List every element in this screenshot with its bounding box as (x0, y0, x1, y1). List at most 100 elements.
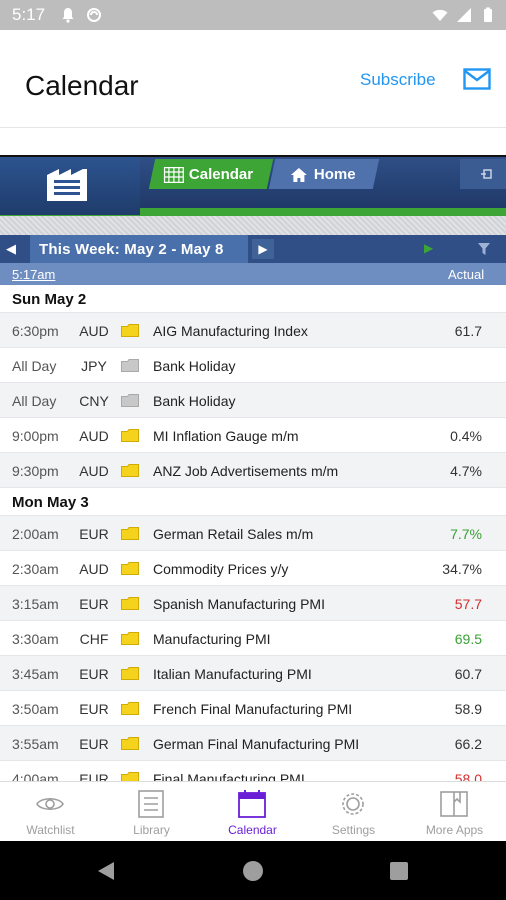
event-currency: CHF (79, 631, 109, 647)
impact-folder-icon[interactable] (121, 667, 139, 680)
event-name[interactable]: Spanish Manufacturing PMI (153, 596, 325, 612)
event-row[interactable]: 2:30am AUD Commodity Prices y/y 34.7% (0, 551, 506, 586)
holiday-folder-icon[interactable] (121, 359, 139, 372)
nav-library[interactable]: Library (101, 782, 202, 842)
nav-calendar[interactable]: Calendar (202, 782, 303, 842)
filter-icon[interactable] (478, 243, 490, 255)
event-row[interactable]: 9:00pm AUD MI Inflation Gauge m/m 0.4% (0, 418, 506, 453)
nav-more-apps[interactable]: More Apps (404, 782, 505, 842)
impact-folder-icon[interactable] (121, 737, 139, 750)
status-time: 5:17 (12, 5, 46, 24)
tab-calendar[interactable]: Calendar (148, 159, 274, 189)
nav-label: More Apps (425, 823, 484, 837)
home-circle-icon[interactable] (243, 861, 263, 881)
event-currency: AUD (79, 561, 109, 577)
event-time: All Day (12, 393, 57, 409)
play-icon[interactable]: ▶ (424, 241, 434, 255)
holiday-folder-icon[interactable] (121, 394, 139, 407)
event-name[interactable]: German Final Manufacturing PMI (153, 736, 360, 752)
time-header-bar: 5:17am Actual (0, 263, 506, 285)
nav-settings[interactable]: Settings (303, 782, 404, 842)
event-row[interactable]: 3:15am EUR Spanish Manufacturing PMI 57.7 (0, 586, 506, 621)
event-row[interactable]: All Day JPY Bank Holiday (0, 348, 506, 383)
event-actual: 61.7 (454, 323, 482, 339)
event-actual: 66.2 (454, 736, 482, 752)
collapse-tab[interactable] (460, 159, 506, 189)
current-time-link[interactable]: 5:17am (12, 267, 56, 282)
event-time: 2:30am (12, 561, 59, 577)
nav-label: Calendar (228, 823, 277, 837)
event-actual: 58.9 (454, 701, 482, 717)
tab-calendar-label: Calendar (188, 166, 254, 183)
sync-icon (87, 8, 101, 22)
event-actual: 69.5 (454, 631, 482, 647)
impact-folder-icon[interactable] (121, 597, 139, 610)
impact-folder-icon[interactable] (121, 702, 139, 715)
bottom-navigation: Watchlist Library Calendar Settings More… (0, 781, 506, 841)
event-name[interactable]: Bank Holiday (153, 358, 236, 374)
mail-icon[interactable] (463, 68, 491, 90)
impact-folder-icon[interactable] (121, 464, 139, 477)
event-name[interactable]: Final Manufacturing PMI (153, 771, 305, 781)
tab-home[interactable]: Home (268, 159, 380, 189)
event-name[interactable]: Italian Manufacturing PMI (153, 666, 312, 682)
event-time: 4:00am (12, 771, 59, 781)
list-icon (138, 790, 164, 818)
nav-watchlist[interactable]: Watchlist (0, 782, 101, 842)
event-time: 2:00am (12, 526, 59, 542)
event-time: 3:55am (12, 736, 59, 752)
event-time: 9:00pm (12, 428, 59, 444)
week-navigation: ◀ This Week: May 2 - May 8 ▶ ▶ (0, 235, 506, 263)
week-label[interactable]: This Week: May 2 - May 8 (30, 235, 248, 263)
event-row[interactable]: 3:50am EUR French Final Manufacturing PMI 5… (0, 691, 506, 726)
event-row[interactable]: 3:30am CHF Manufacturing PMI 69.5 (0, 621, 506, 656)
impact-folder-icon[interactable] (121, 527, 139, 540)
event-name[interactable]: German Retail Sales m/m (153, 526, 314, 542)
event-time: 3:50am (12, 701, 59, 717)
next-week-icon[interactable]: ▶ (252, 239, 274, 259)
event-name[interactable]: MI Inflation Gauge m/m (153, 428, 299, 444)
event-row[interactable]: 4:00am EUR Final Manufacturing PMI 58.0 (0, 761, 506, 781)
event-name[interactable]: Commodity Prices y/y (153, 561, 289, 577)
battery-icon (484, 7, 492, 22)
page-title: Calendar (25, 70, 139, 101)
event-row[interactable]: 6:30pm AUD AIG Manufacturing Index 61.7 (0, 313, 506, 348)
calendar-webview: Calendar Home ◀ This Week: May 2 - May 8… (0, 155, 506, 781)
calendar-icon (238, 790, 266, 818)
eye-icon (36, 797, 64, 811)
app-bar: Calendar Subscribe (0, 30, 506, 128)
impact-folder-icon[interactable] (121, 324, 139, 337)
event-name[interactable]: Manufacturing PMI (153, 631, 271, 647)
site-logo[interactable] (0, 157, 140, 215)
impact-folder-icon[interactable] (121, 562, 139, 575)
event-currency: CNY (79, 393, 109, 409)
calendar-grid-icon (163, 166, 184, 183)
event-row[interactable]: All Day CNY Bank Holiday (0, 383, 506, 418)
impact-folder-icon[interactable] (121, 429, 139, 442)
event-actual: 4.7% (450, 463, 482, 479)
prev-week-icon[interactable]: ◀ (6, 241, 16, 256)
event-time: 3:15am (12, 596, 59, 612)
event-row[interactable]: 2:00am EUR German Retail Sales m/m 7.7% (0, 516, 506, 551)
subscribe-button[interactable]: Subscribe (360, 70, 436, 89)
back-triangle-icon[interactable] (97, 861, 115, 881)
status-bar: 5:17 (0, 0, 506, 30)
recents-square-icon[interactable] (390, 862, 408, 880)
event-row[interactable]: 9:30pm AUD ANZ Job Advertisements m/m 4.7% (0, 453, 506, 488)
impact-folder-icon[interactable] (121, 632, 139, 645)
signal-icon (457, 8, 471, 22)
event-row[interactable]: 3:45am EUR Italian Manufacturing PMI 60.7 (0, 656, 506, 691)
event-name[interactable]: Bank Holiday (153, 393, 236, 409)
event-name[interactable]: French Final Manufacturing PMI (153, 701, 353, 717)
event-name[interactable]: ANZ Job Advertisements m/m (153, 463, 339, 479)
event-row[interactable]: 3:55am EUR German Final Manufacturing PMI 6… (0, 726, 506, 761)
impact-folder-icon[interactable] (121, 772, 139, 781)
day-header: Mon May 3 (0, 488, 506, 516)
event-actual: 58.0 (454, 771, 482, 781)
event-currency: AUD (79, 428, 109, 444)
event-name[interactable]: AIG Manufacturing Index (153, 323, 308, 339)
event-currency: AUD (79, 323, 109, 339)
collapse-icon (481, 169, 492, 179)
event-currency: EUR (79, 701, 109, 717)
book-icon (440, 791, 468, 817)
